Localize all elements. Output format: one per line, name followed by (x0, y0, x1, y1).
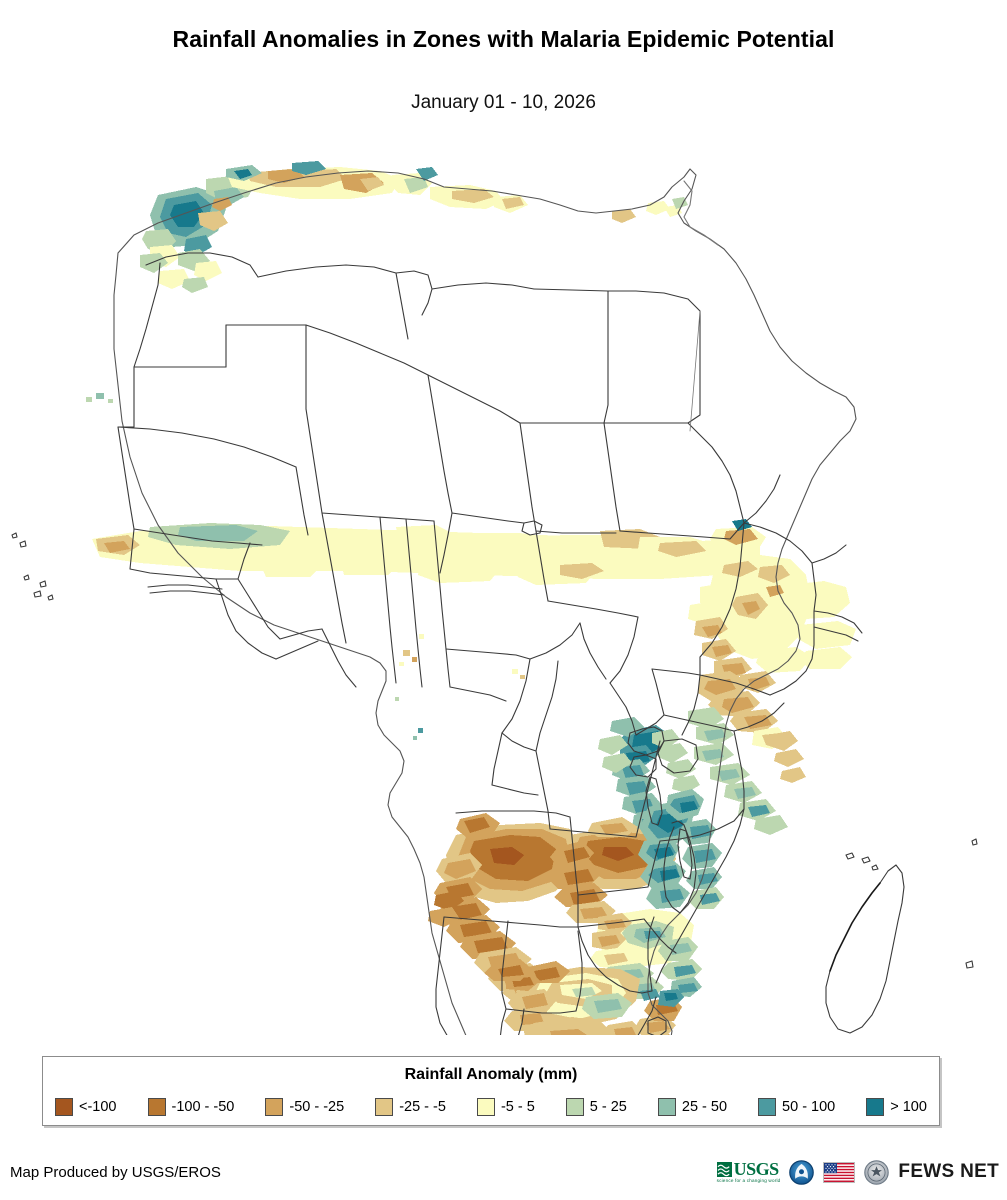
map-legend: Rainfall Anomaly (mm) <-100 -100 - -50 -50… (42, 1056, 940, 1126)
legend-item: <-100 (55, 1098, 117, 1116)
legend-swatch (265, 1098, 284, 1116)
legend-title: Rainfall Anomaly (mm) (404, 1066, 578, 1083)
country-borders (11, 168, 978, 1035)
anomaly-raster (86, 161, 856, 1035)
map-footer: Map Produced by USGS/EROS USGS science f… (0, 1150, 1007, 1194)
legend-items: <-100 -100 - -50 -50 - -25 -25 - -5 -5 - 5 5 … (43, 1094, 939, 1120)
legend-item: -100 - -50 (147, 1098, 235, 1116)
legend-swatch (758, 1098, 777, 1116)
legend-swatch (55, 1098, 73, 1116)
map-credit: Map Produced by USGS/EROS (10, 1164, 221, 1181)
patch-atlantic-islands (86, 393, 113, 403)
legend-item: 5 - 25 (565, 1098, 627, 1116)
legend-swatch (476, 1098, 495, 1116)
legend-label: > 100 (890, 1099, 927, 1115)
legend-item: > 100 (866, 1098, 927, 1116)
patch-southafrica-south (524, 1017, 612, 1035)
legend-item: 50 - 100 (758, 1098, 835, 1116)
patch-great-lakes-teal (598, 717, 700, 833)
page-subtitle: January 01 - 10, 2026 (411, 92, 596, 113)
legend-label: <-100 (79, 1099, 117, 1115)
fewsnet-logo: FEWS NET (898, 1161, 999, 1182)
patch-lesotho-surround (602, 1021, 642, 1035)
usgs-tagline: science for a changing world (716, 1178, 781, 1184)
legend-label: -25 - -5 (399, 1099, 446, 1115)
africa-anomaly-map (0, 135, 1007, 1035)
patch-equatorial-specks (395, 634, 525, 740)
legend-item: -25 - -5 (375, 1098, 446, 1116)
usgs-logo: USGS science for a changing world (716, 1159, 781, 1184)
usaid-logo (864, 1159, 890, 1185)
page-title: Rainfall Anomalies in Zones with Malaria… (172, 26, 835, 52)
legend-label: -5 - 5 (500, 1099, 535, 1115)
partner-logos: USGS science for a changing world (716, 1154, 999, 1190)
legend-item: 25 - 50 (657, 1098, 728, 1116)
legend-label: 50 - 100 (782, 1099, 836, 1115)
legend-label: -50 - -25 (289, 1099, 345, 1115)
us-flag-logo (823, 1161, 856, 1183)
legend-label: 25 - 50 (681, 1099, 728, 1115)
patch-malawi-teal (638, 789, 724, 909)
africa-coastline (113, 168, 857, 1035)
legend-swatch (147, 1098, 166, 1116)
noaa-logo (789, 1159, 815, 1185)
patch-algeria-tunisia-coast (226, 161, 438, 199)
legend-swatch (565, 1098, 584, 1116)
legend-label: -100 - -50 (171, 1099, 235, 1115)
patch-sahel-band (92, 519, 766, 585)
legend-item: -50 - -25 (265, 1098, 344, 1116)
legend-label: 5 - 25 (589, 1099, 627, 1115)
usgs-wordmark: USGS (733, 1159, 780, 1180)
legend-item: -5 - 5 (476, 1098, 535, 1116)
legend-swatch (866, 1098, 885, 1116)
patch-morocco (140, 175, 256, 293)
legend-swatch (375, 1098, 394, 1116)
legend-swatch (657, 1098, 676, 1116)
patch-kenya-tanzania (688, 671, 806, 835)
patch-egypt-coast (612, 197, 688, 223)
usgs-wave-icon (716, 1161, 732, 1177)
patch-ethiopia-horn (708, 555, 856, 673)
